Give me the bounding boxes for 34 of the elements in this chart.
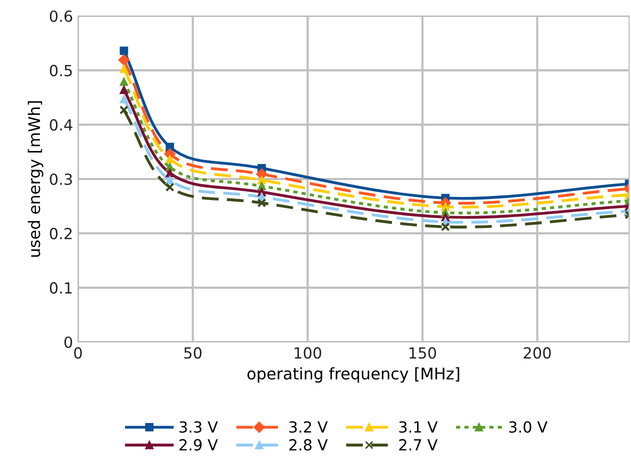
point <box>120 86 128 94</box>
y-tick-label: 0.1 <box>50 282 72 294</box>
point <box>120 64 128 73</box>
legend-label: 3.0 V <box>509 421 548 433</box>
y-tick-label: 0.4 <box>50 119 72 131</box>
point <box>166 154 174 164</box>
point <box>120 78 128 86</box>
legend-label: 2.8 V <box>289 439 328 451</box>
legend-label: 2.9 V <box>179 439 218 451</box>
x-axis-title: operating frequency [MHz] <box>247 367 460 383</box>
y-tick-label: 0 <box>64 336 72 348</box>
x-tick-label: 0 <box>74 347 82 359</box>
y-tick-label: 0.3 <box>50 173 72 186</box>
x-tick-label: 150 <box>410 347 436 359</box>
point <box>166 168 174 178</box>
point <box>257 198 266 208</box>
point <box>165 182 174 192</box>
x-tick-label: 50 <box>184 347 202 359</box>
point <box>120 94 128 104</box>
legend-label: 2.7 V <box>399 439 438 450</box>
x-tick-label: 100 <box>294 347 322 359</box>
legend-label: 3.1 V <box>399 421 438 433</box>
point <box>119 105 128 115</box>
point <box>440 222 450 232</box>
y-tick-label: 0.5 <box>50 64 72 76</box>
legend-label: 3.2 V <box>289 421 328 433</box>
y-tick-label: 0.2 <box>50 228 72 240</box>
y-axis-title: used energy [mWh] <box>28 101 44 257</box>
point <box>166 176 174 184</box>
legend-label: 3.3 V <box>180 421 218 433</box>
point <box>118 54 130 66</box>
y-tick-label: 0.6 <box>50 10 72 22</box>
point <box>120 46 128 55</box>
x-tick-label: 200 <box>524 347 551 359</box>
